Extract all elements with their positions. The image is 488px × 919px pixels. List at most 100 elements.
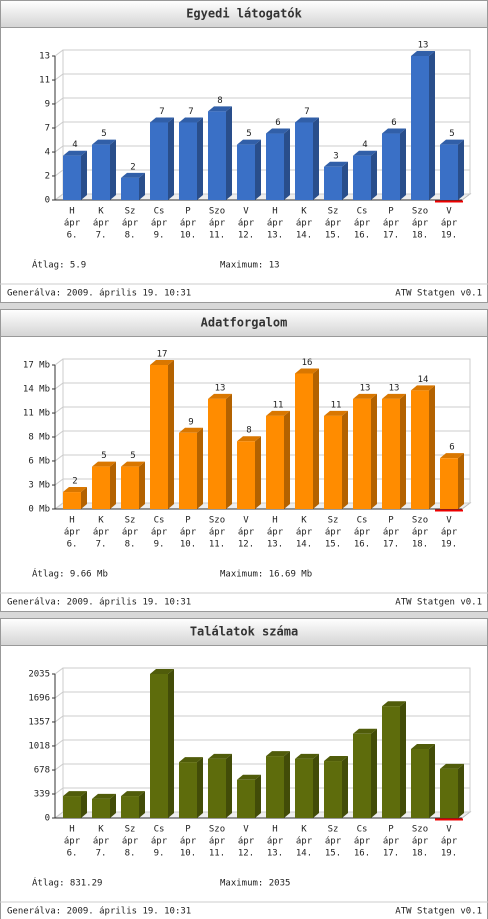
x-tick-label: ápr bbox=[64, 528, 81, 538]
y-tick-label: 1018 bbox=[28, 741, 50, 751]
y-tick-label: 0 bbox=[45, 814, 50, 824]
x-tick-label: Szo bbox=[412, 825, 428, 835]
bar-top bbox=[266, 410, 290, 416]
bar-side bbox=[226, 753, 232, 818]
bar bbox=[295, 753, 319, 818]
bar-front bbox=[382, 706, 400, 818]
x-tick-label: 15. bbox=[325, 849, 341, 859]
value-label: 7 bbox=[304, 107, 309, 117]
value-label: 8 bbox=[246, 426, 251, 436]
x-tick-label: 10. bbox=[180, 849, 196, 859]
floor bbox=[53, 502, 472, 510]
bar-side bbox=[168, 669, 174, 818]
x-tick-label: P bbox=[388, 207, 394, 217]
x-tick-label: P bbox=[185, 207, 191, 217]
value-label: 5 bbox=[101, 451, 106, 461]
bar-front bbox=[295, 373, 313, 509]
bar-front bbox=[208, 398, 226, 509]
bar-top bbox=[382, 393, 406, 399]
x-tick-label: ápr bbox=[93, 837, 110, 847]
chart-panel: Adatforgalom 0 Mb 3 Mb 6 Mb 8 Mb 11 Mb 14 Mb 17… bbox=[0, 309, 488, 612]
x-tick-label: ápr bbox=[441, 528, 458, 538]
generated: Generálva: 2009. április 19. 10:31 bbox=[7, 907, 191, 917]
x-tick-label: Sz bbox=[125, 207, 136, 217]
bar bbox=[237, 774, 261, 818]
bar-top bbox=[179, 757, 203, 763]
x-tick-label: 8. bbox=[125, 849, 136, 859]
x-tick-label: V bbox=[243, 207, 249, 217]
x-tick-label: Szo bbox=[209, 207, 225, 217]
bar-top bbox=[237, 436, 261, 442]
bar bbox=[440, 453, 464, 509]
x-tick-label: ápr bbox=[267, 528, 284, 538]
bar-top bbox=[208, 393, 232, 399]
bar-front bbox=[440, 458, 458, 509]
x-tick-label: ápr bbox=[64, 219, 81, 229]
bar-front bbox=[382, 133, 400, 200]
x-tick-label: ápr bbox=[412, 837, 429, 847]
bar-top bbox=[237, 774, 261, 780]
x-tick-label: ápr bbox=[180, 837, 197, 847]
y-tick-label: 9 bbox=[45, 99, 50, 109]
x-tick-label: Sz bbox=[328, 825, 339, 835]
bar-top bbox=[324, 410, 348, 416]
value-label: 9 bbox=[188, 417, 193, 427]
bar-top bbox=[353, 393, 377, 399]
bar bbox=[150, 360, 174, 509]
x-tick-label: ápr bbox=[180, 219, 197, 229]
bar-side bbox=[81, 150, 87, 200]
x-tick-label: Sz bbox=[125, 825, 136, 835]
value-label: 4 bbox=[362, 140, 367, 150]
x-tick-label: ápr bbox=[325, 528, 342, 538]
bar-top bbox=[150, 360, 174, 365]
x-tick-label: 19. bbox=[441, 231, 457, 241]
x-tick-label: P bbox=[185, 825, 191, 835]
x-tick-label: 13. bbox=[267, 849, 283, 859]
y-tick-label: 1357 bbox=[28, 717, 50, 727]
bar-side bbox=[168, 117, 174, 200]
bar-front bbox=[266, 415, 284, 509]
bar-front bbox=[295, 122, 313, 200]
grid-line bbox=[54, 667, 470, 675]
value-label: 5 bbox=[449, 129, 454, 139]
y-tick-label: 11 bbox=[39, 76, 50, 86]
x-tick-label: 19. bbox=[441, 849, 457, 859]
x-tick-label: K bbox=[301, 207, 307, 217]
bar bbox=[266, 410, 290, 509]
x-tick-label: ápr bbox=[383, 837, 400, 847]
y-tick-label: 11 Mb bbox=[23, 409, 50, 419]
y-tick-label: 13 bbox=[39, 52, 50, 62]
x-tick-label: 16. bbox=[354, 849, 370, 859]
grid-line bbox=[54, 73, 470, 81]
bar-front bbox=[92, 798, 110, 818]
value-label: 14 bbox=[418, 375, 429, 385]
x-tick-label: Cs bbox=[357, 207, 368, 217]
x-tick-label: P bbox=[388, 516, 394, 526]
x-tick-label: 8. bbox=[125, 540, 136, 550]
bar-front bbox=[353, 398, 371, 509]
x-tick-label: ápr bbox=[354, 528, 371, 538]
x-tick-label: 6. bbox=[67, 231, 78, 241]
x-tick-label: ápr bbox=[238, 528, 255, 538]
x-tick-label: ápr bbox=[296, 528, 313, 538]
x-tick-label: ápr bbox=[267, 837, 284, 847]
bar bbox=[382, 393, 406, 509]
y-tick-label: 678 bbox=[34, 766, 50, 776]
bar-top bbox=[440, 763, 464, 769]
bar bbox=[179, 757, 203, 818]
value-label: 5 bbox=[246, 129, 251, 139]
bar-top bbox=[121, 791, 145, 797]
grid-line bbox=[54, 97, 470, 105]
bar-front bbox=[237, 144, 255, 200]
bar-front bbox=[237, 779, 255, 818]
x-tick-label: K bbox=[301, 825, 307, 835]
x-tick-label: K bbox=[98, 825, 104, 835]
x-tick-label: 7. bbox=[96, 849, 107, 859]
bar bbox=[440, 763, 464, 818]
bar-top bbox=[353, 728, 377, 734]
x-tick-label: 8. bbox=[125, 231, 136, 241]
grid-line bbox=[54, 49, 470, 57]
bar bbox=[92, 139, 116, 200]
x-tick-label: 18. bbox=[412, 231, 428, 241]
bar bbox=[411, 385, 435, 509]
